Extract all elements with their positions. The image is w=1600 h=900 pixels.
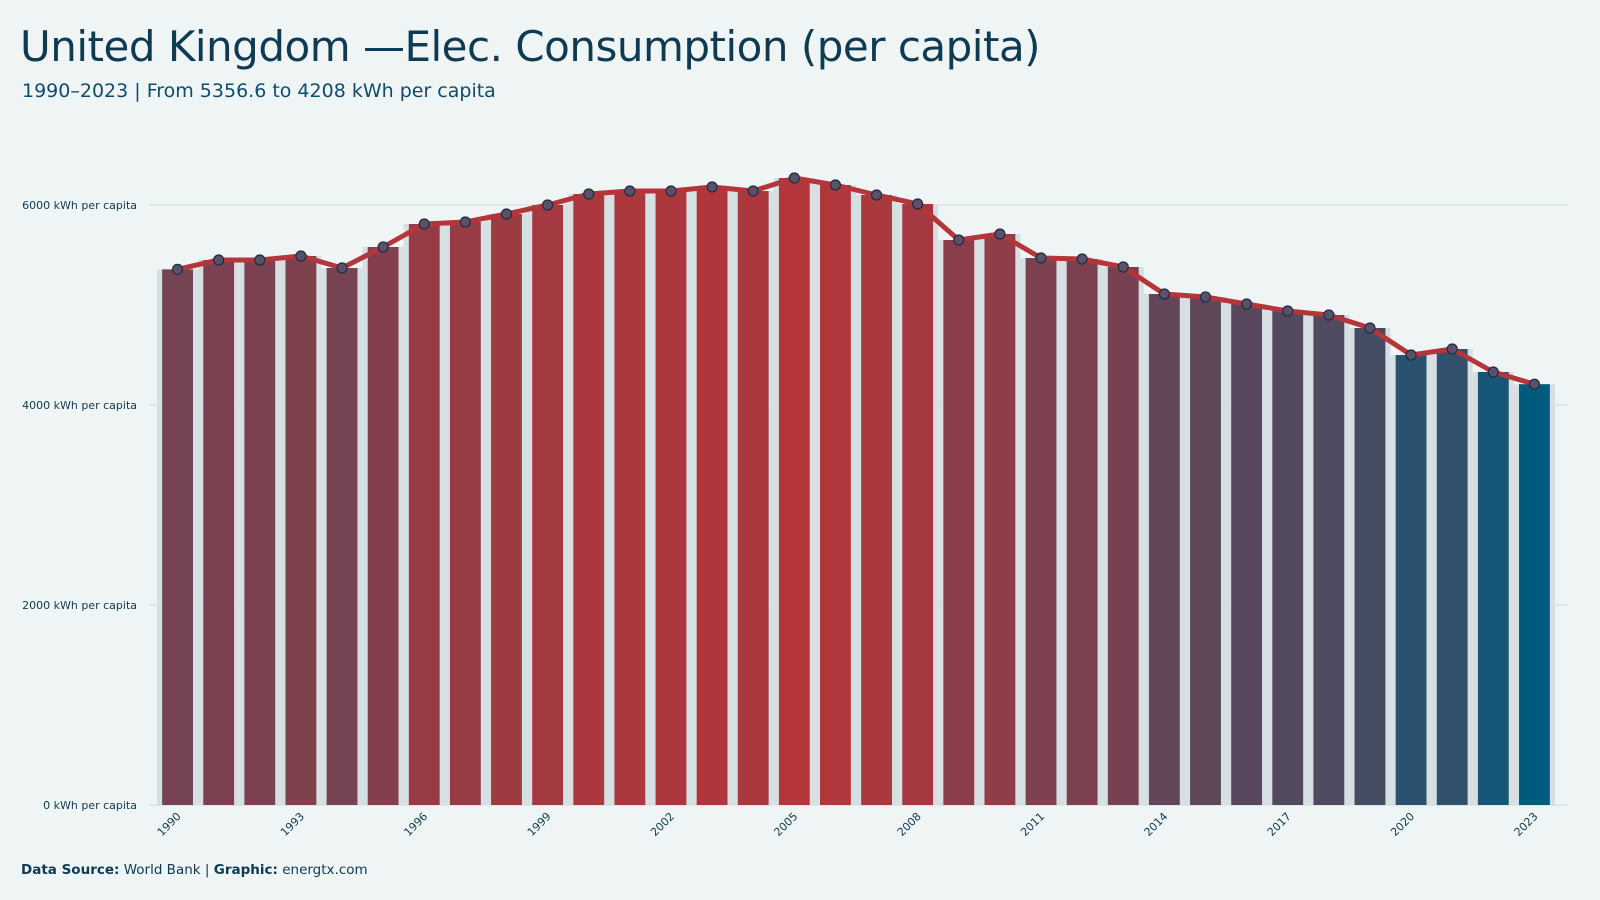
bar-2020 xyxy=(1395,355,1427,805)
x-tick-label: 1990 xyxy=(155,810,184,839)
marker-2006 xyxy=(829,179,842,191)
bar-2006 xyxy=(820,185,851,805)
bar-2019 xyxy=(1354,328,1386,805)
marker-1990 xyxy=(171,263,184,275)
bar-2005 xyxy=(778,178,810,805)
source-value: World Bank xyxy=(123,862,201,878)
bar-2013 xyxy=(1107,267,1139,805)
x-tick-label: 2023 xyxy=(1512,810,1541,839)
bar-2021 xyxy=(1436,349,1468,805)
bar-1993 xyxy=(285,256,317,805)
marker-2019 xyxy=(1364,322,1376,334)
x-tick-label: 2008 xyxy=(895,810,924,839)
x-tick-label: 1993 xyxy=(278,810,307,839)
y-tick-label: 6000 kWh per capita xyxy=(22,199,137,212)
marker-2014 xyxy=(1158,288,1170,300)
marker-2008 xyxy=(912,198,924,210)
marker-1993 xyxy=(295,250,307,262)
x-tick-label: 2011 xyxy=(1018,810,1047,839)
chart-footer: Data Source: World Bank | Graphic: energ… xyxy=(21,862,368,878)
chart-subtitle: 1990–2023 | From 5356.6 to 4208 kWh per … xyxy=(22,80,496,102)
bar-2022 xyxy=(1477,372,1509,805)
x-tick-label: 1996 xyxy=(401,810,430,839)
y-tick-label: 4000 kWh per capita xyxy=(22,399,137,412)
marker-2012 xyxy=(1076,253,1088,265)
graphic-label: Graphic: xyxy=(213,862,278,878)
trend-line xyxy=(175,175,1537,387)
bar-1998 xyxy=(491,214,522,805)
x-tick-label: 1999 xyxy=(525,810,554,839)
y-tick-label: 0 kWh per capita xyxy=(43,799,137,812)
bar-2018 xyxy=(1313,315,1345,805)
marker-2009 xyxy=(953,234,965,246)
bar-1999 xyxy=(532,205,564,805)
x-axis-tick-labels: 1990 1993 1996 1999 2002 2005 2008 2011 2014 2017… xyxy=(155,810,1541,839)
marker-1991 xyxy=(213,254,225,266)
graphic-value: energtx.com xyxy=(282,862,368,878)
x-tick-label: 2014 xyxy=(1142,810,1171,839)
x-tick-label: 2017 xyxy=(1265,810,1294,839)
marker-2003 xyxy=(706,181,718,193)
x-tick-label: 2020 xyxy=(1388,810,1417,839)
x-tick-label: 2002 xyxy=(648,810,677,839)
bar-2004 xyxy=(737,191,769,805)
bar-2010 xyxy=(984,234,1016,805)
marker-1992 xyxy=(254,254,266,266)
marker-2000 xyxy=(583,188,595,200)
marker-2018 xyxy=(1323,309,1335,321)
bar-2011 xyxy=(1025,258,1057,805)
marker-1994 xyxy=(336,262,348,274)
marker-2004 xyxy=(747,185,759,197)
marker-2016 xyxy=(1241,298,1253,310)
marker-1998 xyxy=(500,208,513,220)
bars xyxy=(157,178,1555,806)
bar-2009 xyxy=(943,240,975,805)
bar-2015 xyxy=(1190,297,1221,805)
bar-2007 xyxy=(861,195,892,805)
bar-2001 xyxy=(614,191,646,805)
marker-2001 xyxy=(624,185,636,197)
bar-2023 xyxy=(1519,384,1550,805)
bar-1995 xyxy=(367,247,399,805)
marker-2017 xyxy=(1282,305,1294,317)
bar-1991 xyxy=(203,260,235,805)
bar-2016 xyxy=(1231,304,1263,805)
marker-1999 xyxy=(542,199,554,211)
marker-2007 xyxy=(870,189,883,201)
marker-2010 xyxy=(994,228,1006,240)
bar-2008 xyxy=(902,204,934,805)
bar-1997 xyxy=(449,222,481,805)
source-label: Data Source: xyxy=(21,862,120,878)
bar-2014 xyxy=(1148,294,1180,805)
marker-2023 xyxy=(1528,378,1541,390)
marker-1997 xyxy=(459,216,471,228)
trend-line-path xyxy=(175,175,1537,387)
data-point-markers xyxy=(171,172,1541,390)
bar-1990 xyxy=(162,269,193,806)
chart-title: United Kingdom —Elec. Consumption (per c… xyxy=(20,22,1041,71)
x-tick-label: 2005 xyxy=(771,810,800,839)
bar-2000 xyxy=(573,194,605,805)
marker-2021 xyxy=(1446,343,1458,355)
footer-separator: | xyxy=(204,862,210,878)
bar-2002 xyxy=(655,191,687,805)
bar-2017 xyxy=(1272,311,1304,805)
bar-1994 xyxy=(326,268,358,805)
bar-1996 xyxy=(408,224,440,805)
marker-2013 xyxy=(1117,261,1129,273)
marker-2005 xyxy=(788,172,800,184)
marker-2015 xyxy=(1199,291,1212,303)
marker-2011 xyxy=(1035,252,1047,264)
y-axis-tick-labels: 0 kWh per capita 2000 kWh per capita 4000 … xyxy=(22,199,137,812)
bar-1992 xyxy=(244,260,276,805)
marker-1995 xyxy=(377,241,389,253)
marker-2002 xyxy=(665,185,677,197)
marker-2022 xyxy=(1487,366,1499,378)
y-tick-label: 2000 kWh per capita xyxy=(22,599,137,612)
marker-2020 xyxy=(1405,349,1417,361)
bar-2012 xyxy=(1066,259,1098,805)
bar-2003 xyxy=(696,187,728,805)
marker-1996 xyxy=(418,218,430,230)
